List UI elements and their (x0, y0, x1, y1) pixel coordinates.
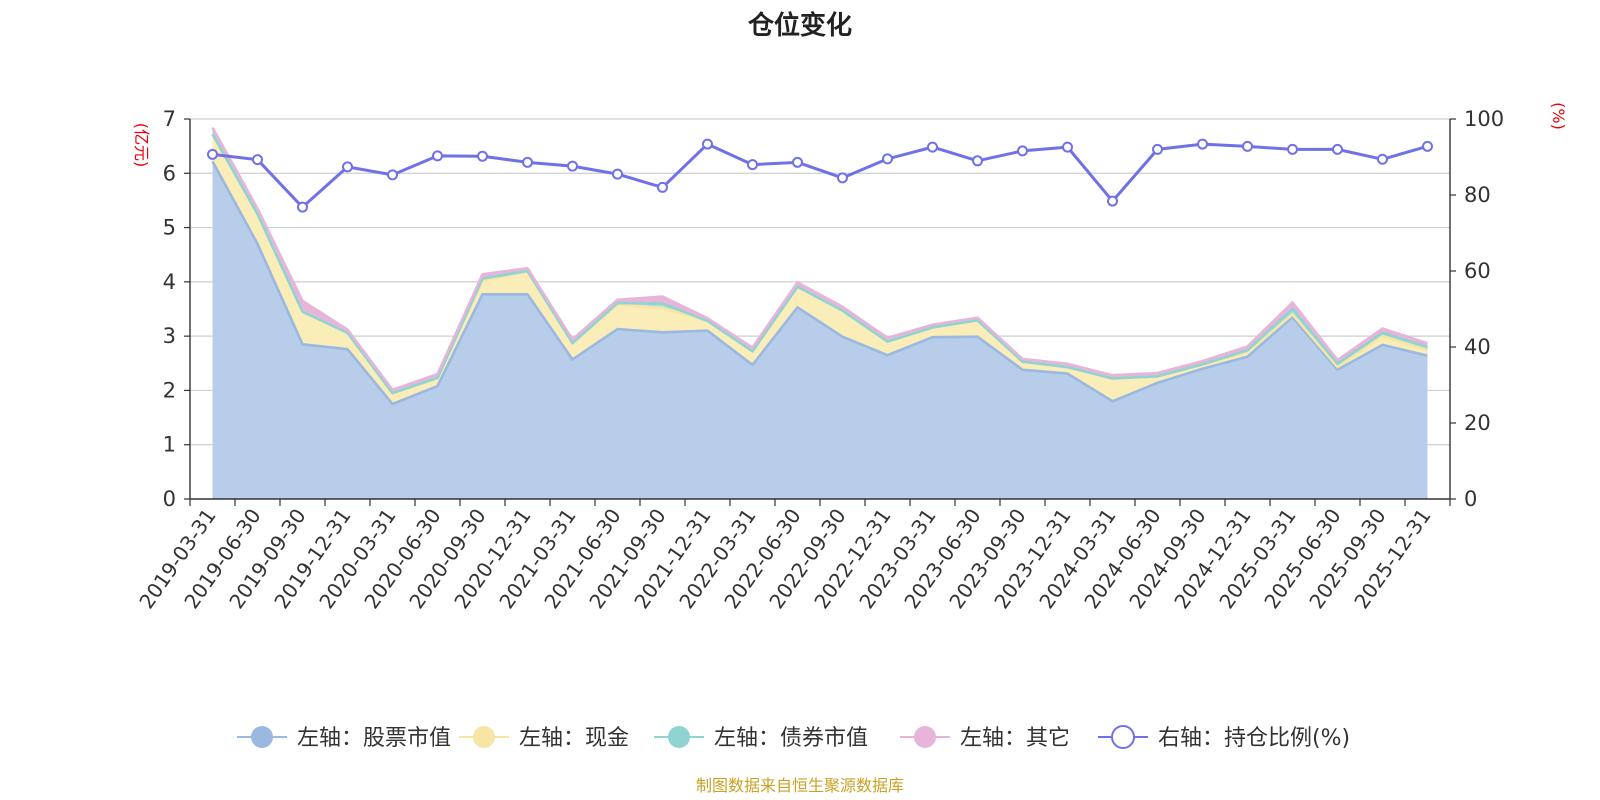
left-tick-label: 2 (163, 378, 176, 402)
source-note: 制图数据来自恒生聚源数据库 (696, 776, 904, 795)
right-tick-label: 100 (1464, 107, 1504, 131)
right-tick-label: 20 (1464, 411, 1491, 435)
ratio-point (837, 172, 848, 184)
ratio-point (792, 156, 803, 168)
ratio-point (1377, 153, 1388, 165)
ratio-point (252, 154, 263, 166)
legend-label: 左轴：现金 (519, 726, 629, 751)
left-tick-label: 3 (163, 324, 176, 348)
ratio-line-series (207, 138, 1433, 213)
area-line-series-0 (211, 160, 1428, 406)
legend-marker (668, 726, 690, 748)
left-tick-label: 1 (163, 433, 176, 457)
legend-item-4: 右轴：持仓比例(%) (1098, 725, 1350, 751)
legend-label: 左轴：债券市值 (714, 726, 868, 751)
legend-marker (473, 726, 495, 748)
legend-marker (1111, 725, 1135, 749)
legend-label: 右轴：持仓比例(%) (1158, 726, 1350, 751)
ratio-point (1287, 143, 1298, 155)
right-axis-unit: (%) (1549, 102, 1568, 130)
ratio-point (972, 155, 983, 167)
ratio-point (342, 161, 353, 173)
chart-title: 仓位变化 (747, 10, 852, 41)
legend-item-3: 左轴：其它 (900, 726, 1070, 751)
right-tick-label: 0 (1464, 487, 1477, 511)
right-tick-label: 80 (1464, 183, 1491, 207)
legend-item-0: 左轴：股票市值 (237, 726, 451, 751)
legend-item-1: 左轴：现金 (459, 726, 629, 751)
legend-label: 左轴：其它 (960, 726, 1070, 751)
area-layers (211, 127, 1428, 500)
ratio-point (1152, 143, 1163, 155)
area-line-series-2 (211, 133, 1428, 395)
legend-label: 左轴：股票市值 (297, 726, 451, 751)
left-tick-label: 6 (163, 161, 176, 185)
ratio-point (1332, 143, 1343, 155)
ratio-point (927, 141, 938, 153)
ratio-point (702, 138, 713, 150)
legend-item-2: 左轴：债券市值 (654, 726, 868, 751)
ratio-point (1017, 145, 1028, 157)
left-tick-label: 5 (163, 216, 176, 240)
ratio-point (207, 148, 218, 160)
left-axis-unit: (亿元) (132, 123, 151, 168)
ratio-point (882, 153, 893, 165)
ratio-point (432, 150, 443, 162)
ratio-point (612, 168, 623, 180)
ratio-point (657, 181, 668, 193)
legend-marker (914, 726, 936, 748)
ratio-point (522, 156, 533, 168)
area-line-series-3 (211, 127, 1428, 392)
left-tick-label: 0 (163, 487, 176, 511)
area-fill-series-0 (212, 161, 1428, 500)
legend-marker (251, 726, 273, 748)
ratio-point (297, 201, 308, 213)
ratio-point (1242, 140, 1253, 152)
ratio-point (477, 150, 488, 162)
ratio-line (212, 142, 1428, 209)
ratio-point (1422, 140, 1433, 152)
legend: 左轴：股票市值 左轴：现金 左轴：债券市值 左轴：其它 右轴：持仓比例(%) (237, 725, 1350, 751)
ratio-point (1062, 141, 1073, 153)
right-tick-label: 40 (1464, 335, 1491, 359)
ratio-point (1107, 195, 1118, 207)
ratio-point (387, 169, 398, 181)
ratio-point (567, 160, 578, 172)
left-tick-label: 7 (163, 107, 176, 131)
left-tick-label: 4 (163, 270, 176, 294)
ratio-point (1197, 138, 1208, 150)
right-tick-label: 60 (1464, 259, 1491, 283)
ratio-point (747, 159, 758, 171)
